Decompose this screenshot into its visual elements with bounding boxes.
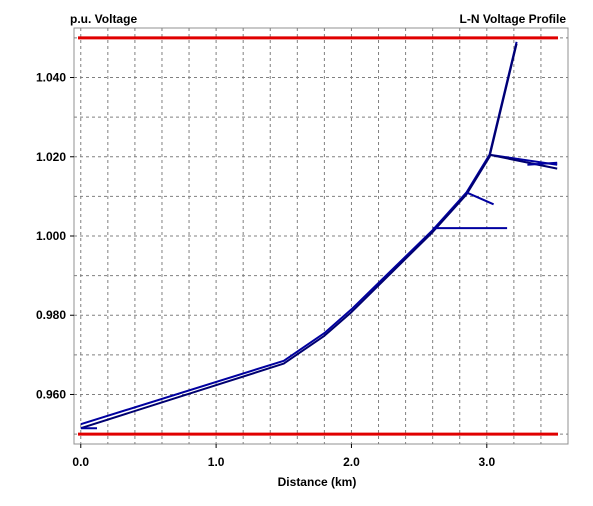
series-line-5 [489,153,558,170]
x-tick-label: 2.0 [343,455,360,469]
x-tick-label: 0.0 [72,455,89,469]
y-tick-label: 0.960 [36,387,66,401]
series-line-0 [80,41,518,426]
x-tick-label: 1.0 [208,455,225,469]
y-tick-label: 1.000 [36,229,66,243]
series-line-3 [466,191,495,206]
tick-layer: 0.0 1.0 2.0 3.0 0.960 0.980 1.000 1.020 1.040 [36,71,495,469]
y-tick-label: 1.040 [36,71,66,85]
limit-layer [78,36,558,436]
series-line-1 [80,43,518,430]
y-axis-label: p.u. Voltage [70,12,137,26]
y-tick-label: 0.980 [36,308,66,322]
x-tick-label: 3.0 [478,455,495,469]
series-layer [80,41,558,430]
chart-title: L-N Voltage Profile [460,12,567,26]
y-tick-label: 1.020 [36,150,66,164]
x-axis-label: Distance (km) [278,475,357,489]
series-line-6 [527,161,558,166]
